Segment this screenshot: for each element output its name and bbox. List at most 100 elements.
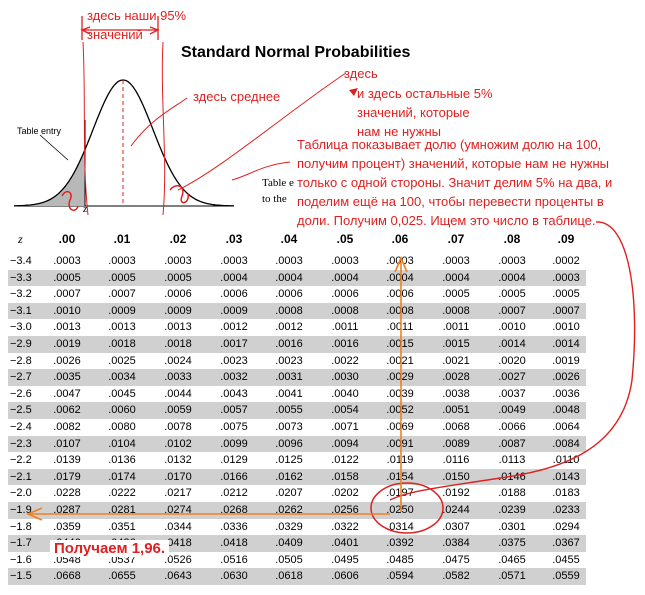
table-cell: .0143 — [552, 470, 580, 483]
table-cell: .0004 — [386, 271, 414, 284]
table-cell: .0026 — [552, 371, 580, 384]
table-cell: .0351 — [108, 520, 136, 533]
caption-fragment: Table e — [262, 177, 294, 189]
table-cell: .0091 — [386, 437, 414, 450]
table-row: −1.8 .0359 .0351 .0344 .0336 .0329 .0322 .0314.… — [0, 519, 645, 536]
table-cell: .0045 — [108, 387, 136, 400]
table-cell: .0015 — [386, 337, 414, 350]
table-cell: .0004 — [498, 271, 526, 284]
table-cell: .0018 — [108, 337, 136, 350]
table-cell: .0010 — [498, 321, 526, 334]
table-cell: .0015 — [442, 337, 470, 350]
table-cell: .0392 — [386, 537, 414, 550]
table-cell: .0005 — [442, 288, 470, 301]
table-cell: .0004 — [220, 271, 248, 284]
table-cell: .0051 — [442, 404, 470, 417]
table-cell: .0170 — [164, 470, 192, 483]
table-cell: .0505 — [275, 553, 303, 566]
table-cell: .0023 — [220, 354, 248, 367]
table-cell: .0028 — [442, 371, 470, 384]
table-cell: .0078 — [164, 420, 192, 433]
page-title: Standard Normal Probabilities — [181, 44, 411, 61]
table-row: −1.5 .0668 .0655 .0643 .0630 .0618 .0606 .0594.… — [0, 568, 645, 585]
table-cell: .0024 — [164, 354, 192, 367]
table-cell: .0401 — [331, 537, 359, 550]
column-header: .05 — [336, 232, 354, 246]
table-row: −2.7 .0035 .0034 .0033 .0032 .0031 .0030 .0029.… — [0, 369, 645, 386]
table-cell: .0630 — [220, 570, 248, 583]
column-header: .09 — [557, 232, 575, 246]
row-z-value: −3.4 — [10, 255, 32, 267]
row-z-value: −3.3 — [10, 271, 32, 284]
table-cell: .0010 — [53, 304, 81, 317]
caption-fragment: to the — [262, 193, 287, 205]
row-z-value: −1.8 — [10, 520, 32, 533]
table-cell: .0516 — [220, 553, 248, 566]
table-row: −2.1 .0179 .0174 .0170 .0166 .0162 .0158 .0154.… — [0, 468, 645, 486]
row-z-value: −2.1 — [10, 470, 32, 483]
table-cell: .0044 — [164, 387, 192, 400]
table-cell: .0287 — [53, 503, 81, 516]
table-cell: .0233 — [552, 503, 580, 516]
table-cell: .0102 — [164, 437, 192, 450]
z-axis-label: z — [83, 203, 88, 215]
table-cell: .0475 — [442, 553, 470, 566]
table-cell: .0188 — [498, 487, 526, 500]
table-cell: .0174 — [108, 470, 136, 483]
table-cell: .0154 — [386, 470, 414, 483]
table-cell: .0367 — [552, 537, 580, 550]
column-header: .01 — [113, 232, 131, 246]
table-cell: .0012 — [275, 321, 303, 334]
table-cell: .0035 — [53, 371, 81, 384]
column-header: .06 — [391, 232, 409, 246]
table-cell: .0668 — [53, 570, 81, 583]
table-cell: .0239 — [498, 503, 526, 516]
table-cell: .0060 — [108, 404, 136, 417]
table-cell: .0084 — [552, 437, 580, 450]
table-cell: .0003 — [386, 255, 414, 267]
table-cell: .0075 — [220, 420, 248, 433]
table-cell: .0274 — [164, 503, 192, 516]
table-cell: .0007 — [108, 288, 136, 301]
table-cell: .0013 — [164, 321, 192, 334]
table-cell: .0010 — [552, 321, 580, 334]
table-cell: .0003 — [53, 255, 81, 267]
table-cell: .0217 — [164, 487, 192, 500]
column-header: .08 — [503, 232, 521, 246]
table-cell: .0021 — [442, 354, 470, 367]
annotation-result: Получаем 1,96. — [50, 540, 170, 557]
table-cell: .0034 — [108, 371, 136, 384]
table-cell: .0643 — [164, 570, 192, 583]
table-cell: .0005 — [108, 271, 136, 284]
table-cell: .0244 — [442, 503, 470, 516]
table-cell: .0329 — [275, 520, 303, 533]
table-cell: .0314 — [386, 520, 414, 533]
table-row: −2.6 .0047 .0045 .0044 .0043 .0041 .0040 .0039.… — [0, 386, 645, 403]
table-cell: .0069 — [386, 420, 414, 433]
row-z-value: −2.6 — [10, 387, 32, 400]
table-row: −3.2 .0007 .0007 .0006 .0006 .0006 .0006 .0006.… — [0, 286, 645, 303]
table-cell: .0022 — [331, 354, 359, 367]
row-z-value: −1.7 — [10, 537, 32, 550]
table-cell: .0005 — [498, 288, 526, 301]
table-cell: .0096 — [275, 437, 303, 450]
table-cell: .0064 — [552, 420, 580, 433]
table-cell: .0008 — [386, 304, 414, 317]
table-cell: .0158 — [331, 470, 359, 483]
table-cell: .0262 — [275, 503, 303, 516]
table-cell: .0025 — [108, 354, 136, 367]
table-cell: .0250 — [386, 503, 414, 516]
table-cell: .0107 — [53, 437, 81, 450]
table-cell: .0052 — [386, 404, 414, 417]
table-cell: .0047 — [53, 387, 81, 400]
table-cell: .0166 — [220, 470, 248, 483]
table-cell: .0655 — [108, 570, 136, 583]
table-cell: .0559 — [552, 570, 580, 583]
table-cell: .0122 — [331, 454, 359, 467]
table-cell: .0006 — [164, 288, 192, 301]
table-cell: .0125 — [275, 454, 303, 467]
table-cell: .0016 — [331, 337, 359, 350]
table-row: −1.6.0548.0537.0526.0516.0505.0495.0485.… — [0, 552, 645, 569]
table-cell: .0013 — [53, 321, 81, 334]
row-z-value: −1.9 — [10, 503, 32, 516]
